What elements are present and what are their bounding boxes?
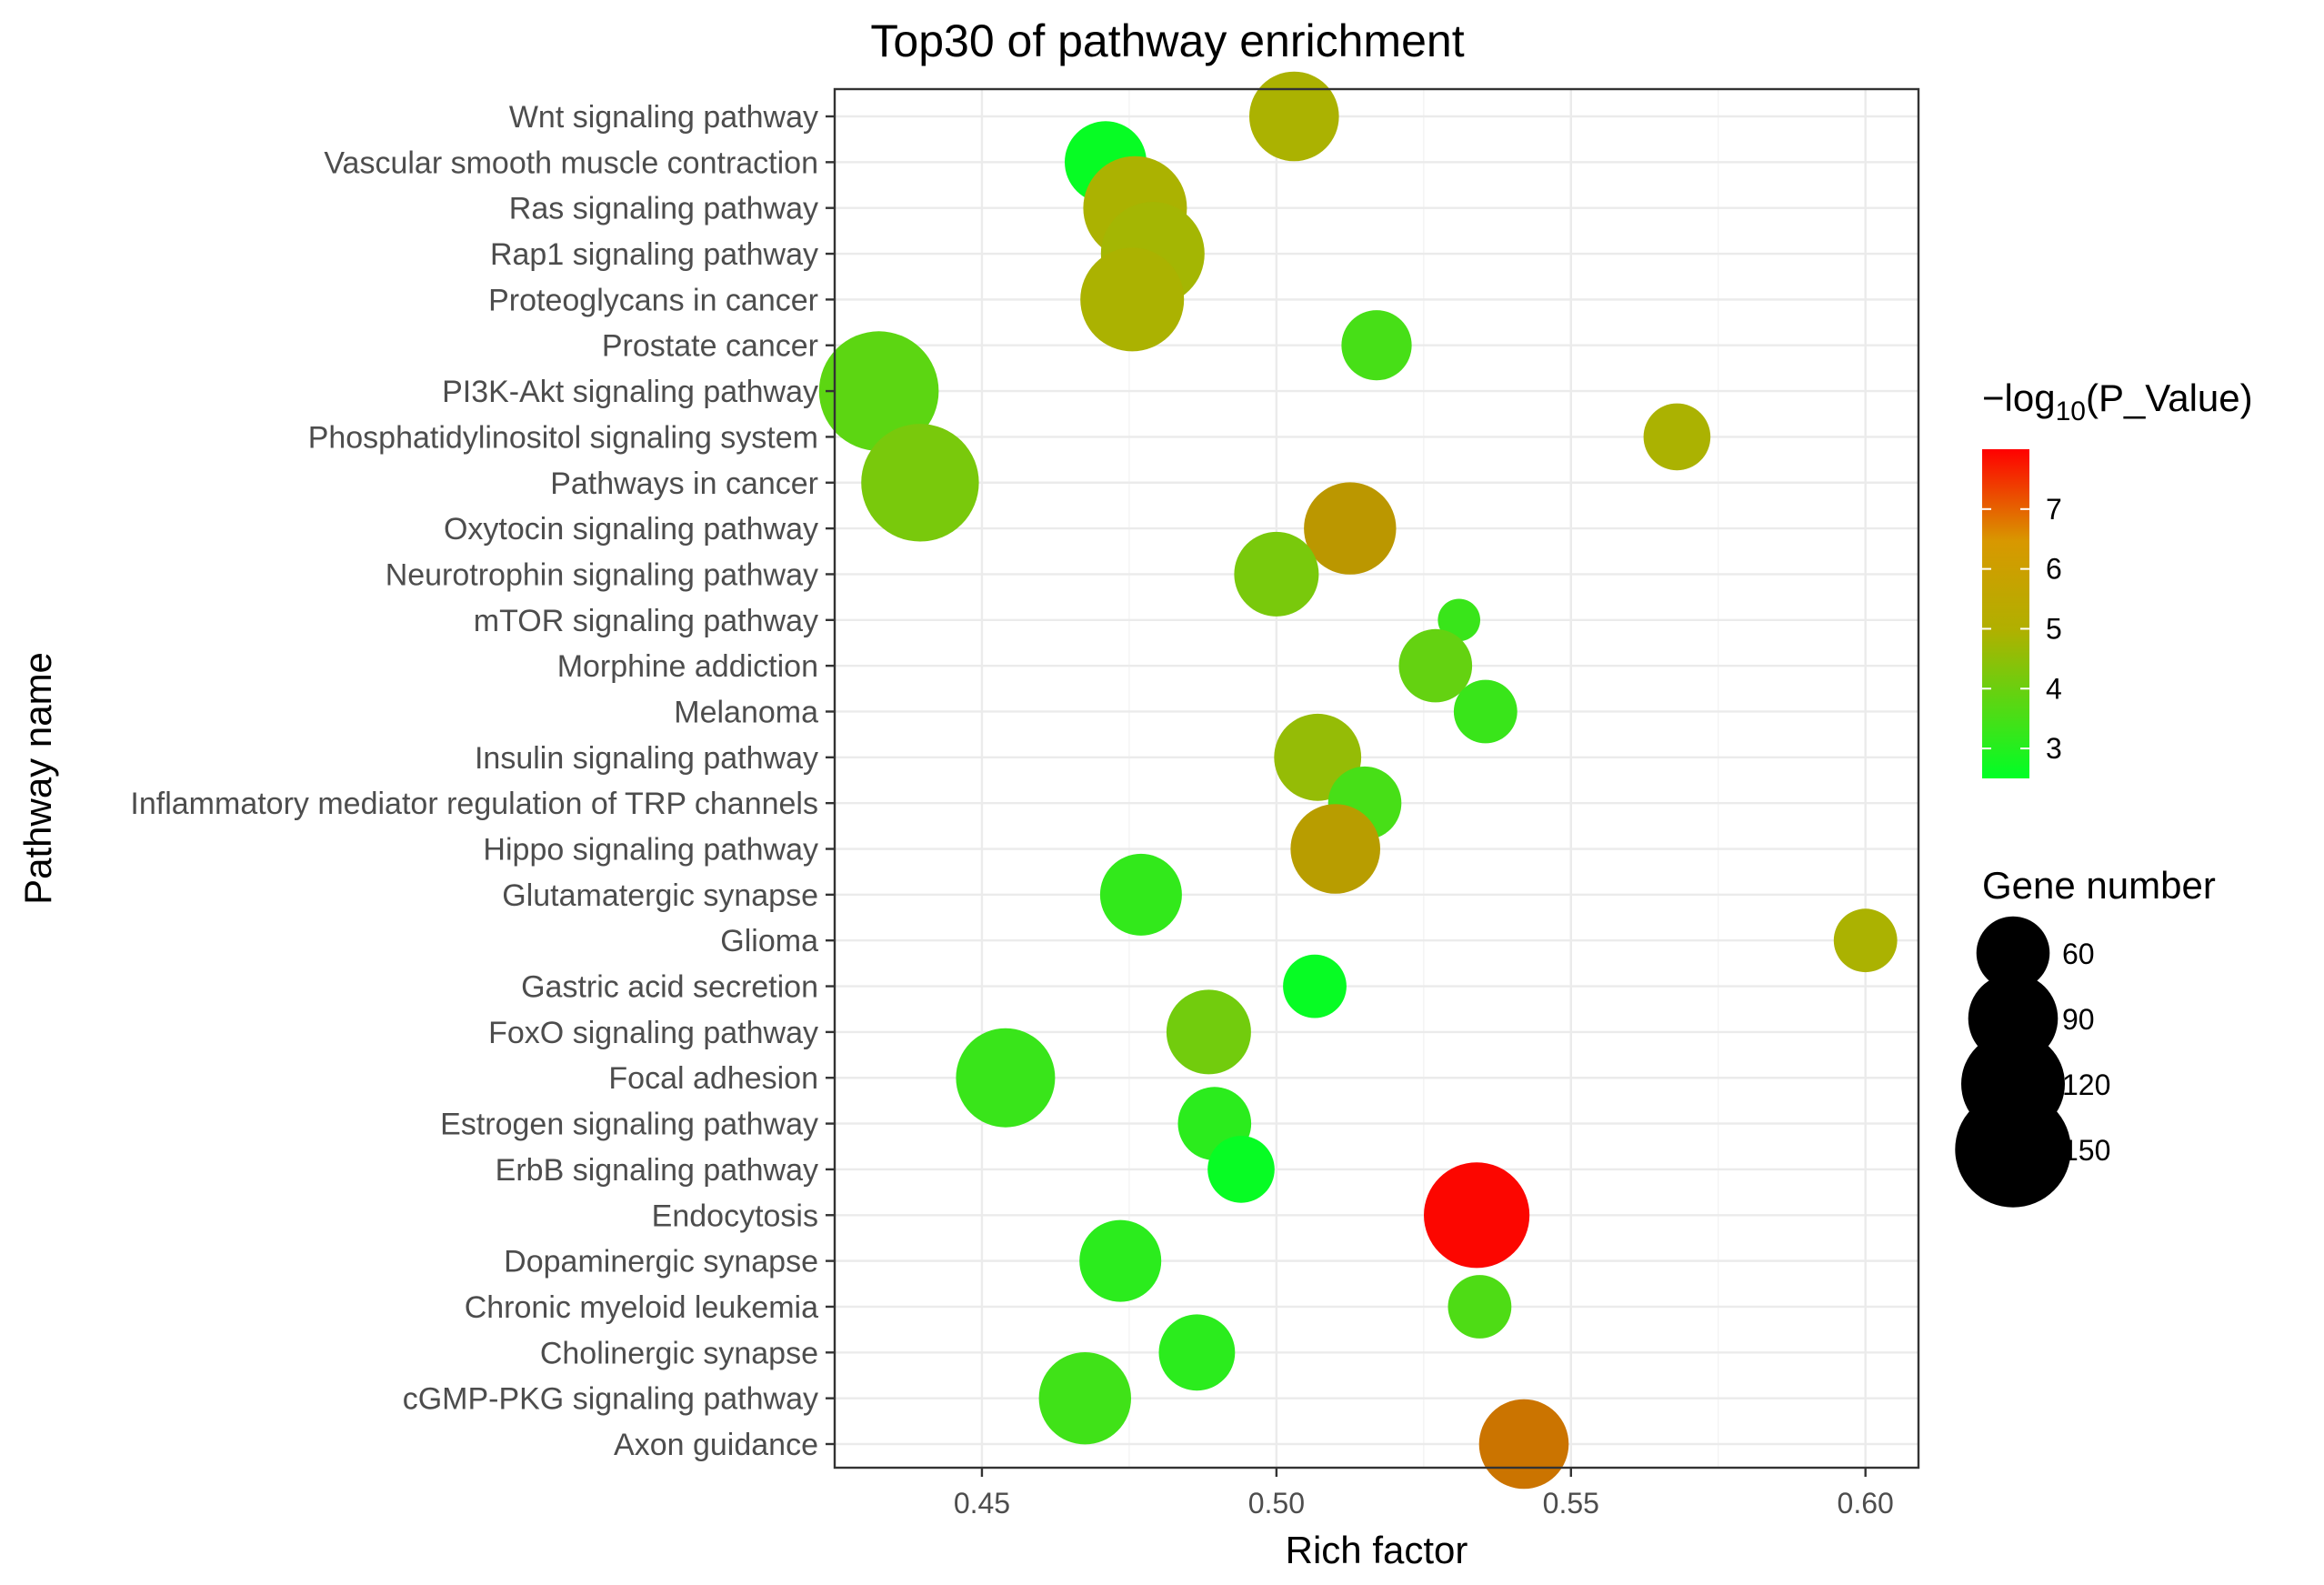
x-axis-tick-label: 0.45 (954, 1487, 1010, 1520)
y-axis-tick-label: FoxO signaling pathway (488, 1016, 818, 1050)
y-axis-tick-label: Inflammatory mediator regulation of TRP … (130, 787, 818, 821)
chart-title: Top30 of pathway enrichment (870, 15, 1464, 66)
size-legend-label: 150 (2062, 1134, 2110, 1167)
y-axis-tick-label: Endocytosis (652, 1199, 818, 1233)
y-axis-tick-label: mTOR signaling pathway (474, 604, 818, 638)
y-axis-tick-label: Proteoglycans in cancer (488, 283, 818, 317)
data-point (956, 1028, 1056, 1128)
y-axis-tick-label: Oxytocin signaling pathway (444, 512, 818, 547)
data-point (1424, 1162, 1530, 1269)
size-legend-label: 60 (2062, 938, 2095, 970)
y-axis-tick-label: Estrogen signaling pathway (440, 1108, 818, 1142)
data-point (1304, 482, 1397, 575)
data-point (1643, 403, 1711, 471)
y-axis-tick-label: Rap1 signaling pathway (490, 237, 818, 272)
plot-gridlines (834, 89, 1918, 1468)
data-point (1833, 908, 1898, 973)
y-axis-tick-label: Chronic myeloid leukemia (465, 1290, 818, 1325)
y-axis-tick-label: Gastric acid secretion (521, 970, 818, 1005)
color-legend: −log10(P_Value) 3 4 5 6 7 (1982, 376, 2253, 778)
y-axis-tick-label: Neurotrophin signaling pathway (386, 557, 818, 592)
data-point (1234, 531, 1319, 617)
y-axis-tick-label: Pathways in cancer (550, 466, 818, 501)
plot-panel-border (833, 87, 1920, 1470)
y-axis-tick-label: Axon guidance (614, 1428, 818, 1462)
color-legend-ticks: 3 4 5 6 7 (1982, 493, 2062, 765)
y-axis-tick-label: Dopaminergic synapse (504, 1245, 818, 1279)
y-axis-tick-label: cGMP-PKG signaling pathway (403, 1382, 818, 1417)
data-point (1283, 954, 1347, 1018)
data-point (1290, 804, 1380, 894)
size-legend-items: 60 90 120 150 (1955, 916, 2110, 1208)
size-legend-label: 90 (2062, 1003, 2095, 1036)
y-axis-tick-label: Prostate cancer (602, 329, 818, 364)
y-axis-tick-label: Cholinergic synapse (540, 1336, 818, 1370)
y-axis-tick-label: Morphine addiction (557, 649, 818, 684)
data-point (1207, 1136, 1275, 1203)
data-point (1447, 1275, 1512, 1339)
color-legend-title: −log10(P_Value) (1982, 376, 2253, 426)
color-legend-title-subscript: 10 (2056, 396, 2086, 426)
y-axis-tick-label: Focal adhesion (608, 1061, 818, 1096)
color-legend-tick-label: 5 (2046, 612, 2062, 645)
data-points (818, 71, 1898, 1490)
y-axis-tick-label: Vascular smooth muscle contraction (324, 145, 818, 180)
y-axis-tick-label: Glioma (720, 924, 818, 958)
x-axis-tick-label: 0.50 (1248, 1487, 1305, 1520)
y-axis-tick-label: Ras signaling pathway (509, 192, 818, 226)
y-axis-tick-label: Wnt signaling pathway (509, 100, 818, 135)
y-axis-tick-label: Melanoma (674, 695, 818, 729)
data-point (1080, 247, 1185, 352)
color-legend-title-suffix: (P_Value) (2086, 376, 2253, 419)
data-point (861, 424, 979, 542)
size-legend-symbol (1955, 1091, 2071, 1208)
size-legend: Gene number 60 90 120 150 (1955, 864, 2216, 1208)
size-legend-label: 120 (2062, 1068, 2110, 1101)
data-point (1437, 598, 1480, 642)
x-axis-title: Rich factor (1286, 1529, 1468, 1571)
y-axis-title: Pathway name (16, 652, 59, 905)
size-legend-symbol (1976, 916, 2050, 990)
data-point (1478, 1399, 1569, 1490)
data-point (1249, 71, 1339, 162)
y-axis-tick-label: Glutamatergic synapse (502, 878, 818, 913)
data-point (1099, 853, 1182, 936)
x-axis-tick-label: 0.55 (1543, 1487, 1599, 1520)
data-point (1341, 310, 1412, 381)
data-point (1038, 1352, 1132, 1445)
y-axis-tick-label: Insulin signaling pathway (475, 741, 818, 776)
color-legend-tick-label: 6 (2046, 553, 2062, 586)
data-point (1166, 989, 1251, 1075)
size-legend-title: Gene number (1982, 864, 2216, 907)
x-axis: 0.45 0.50 0.55 0.60 (954, 1468, 1894, 1520)
color-legend-title-prefix: −log (1982, 376, 2056, 419)
color-legend-tick-label: 4 (2046, 672, 2062, 705)
y-axis-tick-label: Phosphatidylinositol signaling system (308, 420, 818, 455)
color-legend-tick-label: 7 (2046, 493, 2062, 526)
data-point (1398, 628, 1473, 703)
data-point (818, 331, 939, 451)
data-point (1079, 1219, 1162, 1302)
y-axis-tick-label: Hippo signaling pathway (483, 833, 818, 868)
color-legend-tick-label: 3 (2046, 732, 2062, 765)
y-axis-tick-label: ErbB signaling pathway (496, 1153, 818, 1188)
color-legend-bar (1982, 449, 2029, 778)
data-point (1158, 1314, 1236, 1391)
data-point (1453, 679, 1518, 744)
x-axis-tick-label: 0.60 (1838, 1487, 1894, 1520)
y-axis-tick-label: PI3K-Akt signaling pathway (442, 375, 818, 409)
y-axis: Wnt signaling pathway Vascular smooth mus… (130, 100, 835, 1462)
